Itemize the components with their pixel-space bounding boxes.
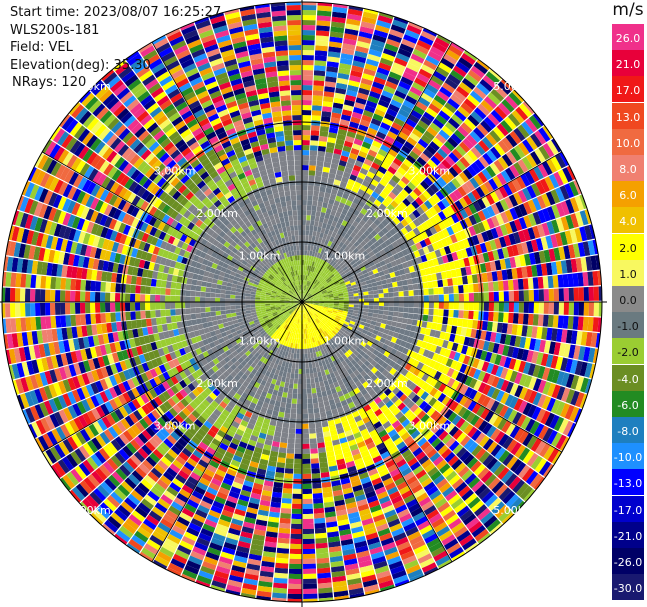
- range-label: 2.00km: [366, 377, 408, 390]
- colorbar-label: -30.0: [613, 582, 643, 596]
- azimuth-spoke: [301, 301, 563, 453]
- colorbar-swatch: [612, 76, 644, 103]
- colorbar-swatch: [612, 259, 644, 286]
- colorbar-label: 6.0: [619, 189, 637, 203]
- azimuth-spoke: [41, 151, 303, 303]
- colorbar-swatch: [612, 574, 644, 601]
- elevation: Elevation(deg): 35.30: [10, 57, 151, 73]
- colorbar-label: 1.0: [619, 267, 637, 281]
- colorbar-swatch: [612, 233, 644, 260]
- colorbar-label: 26.0: [615, 32, 641, 45]
- instrument-name: WLS200s-181: [10, 22, 100, 38]
- field-name: Field: VEL: [10, 40, 73, 55]
- colorbar-swatch: [612, 521, 644, 548]
- colorbar-swatch: [612, 181, 644, 208]
- range-label: 5.00km: [493, 80, 535, 93]
- colorbar-label: 21.0: [615, 58, 641, 72]
- range-label: 2.00km: [196, 207, 238, 220]
- colorbar-label: 2.0: [619, 241, 637, 255]
- scan-info: Start time: 2023/08/07 16:25:27 WLS200s-…: [0, 4, 240, 92]
- range-label: 1.00km: [324, 334, 366, 347]
- colorbar-label: -2.0: [617, 346, 639, 360]
- colorbar-swatch: [612, 443, 644, 470]
- colorbar-swatch: [612, 364, 644, 391]
- colorbar-swatch: [612, 548, 644, 574]
- range-label: 1.00km: [239, 250, 281, 263]
- azimuth-spoke: [151, 301, 303, 563]
- colorbar-label: -21.0: [613, 529, 643, 543]
- range-label: 2.00km: [366, 207, 408, 220]
- colorbar-label: 0.0: [619, 294, 637, 307]
- colorbar-label: -8.0: [617, 425, 639, 438]
- range-label: 1.00km: [324, 250, 366, 263]
- range-labels: 1.00km 1.00km 1.00km 1.00km 2.00km 2.00km 2.00…: [69, 80, 535, 517]
- colorbar-unit: m/s: [612, 0, 644, 20]
- velocity-field: [2, 2, 602, 602]
- range-label: 3.00km: [409, 419, 451, 432]
- colorbar-swatch: [612, 495, 644, 522]
- colorbar-label: -17.0: [613, 503, 643, 517]
- colorbar-swatch: [612, 338, 644, 365]
- colorbar-swatch: [612, 469, 644, 496]
- colorbar-swatch: [612, 155, 644, 181]
- colorbar-swatch: [612, 286, 644, 312]
- range-label: 5.00km: [493, 504, 535, 517]
- range-label: 3.00km: [154, 165, 196, 178]
- colorbar-label: -26.0: [613, 556, 643, 569]
- range-label: 5.00km: [69, 504, 111, 517]
- colorbar-label: 10.0: [615, 136, 641, 150]
- colorbar-label: -13.0: [613, 477, 643, 491]
- colorbar-label: -6.0: [617, 398, 639, 412]
- range-rings: [0, 0, 607, 607]
- range-label: 3.00km: [409, 165, 451, 178]
- colorbar-swatch: [612, 417, 644, 443]
- azimuth-spoke: [151, 41, 303, 303]
- colorbar-label: -10.0: [613, 451, 643, 465]
- colorbar-swatch: [612, 102, 644, 129]
- colorbar-label: 4.0: [619, 215, 637, 229]
- colorbar-swatch: [612, 24, 644, 50]
- azimuth-spoke: [301, 151, 563, 303]
- colorbar-label: -4.0: [617, 372, 639, 386]
- azimuth-spoke: [301, 301, 453, 563]
- colorbar-label: -1.0: [617, 320, 639, 334]
- azimuth-spoke: [301, 41, 453, 303]
- colorbar-label: 8.0: [619, 163, 637, 176]
- nrays: NRays: 120: [12, 75, 87, 90]
- colorbar-swatch: [612, 207, 644, 234]
- range-label: 5.00km: [69, 80, 111, 93]
- colorbar-swatch: [612, 390, 644, 417]
- azimuth-spoke: [41, 301, 303, 453]
- range-label: 2.00km: [196, 377, 238, 390]
- colorbar-label: 13.0: [615, 110, 641, 124]
- colorbar-swatch: [612, 128, 644, 155]
- colorbar-swatch: [612, 312, 644, 339]
- start-time: Start time: 2023/08/07 16:25:27: [10, 5, 222, 20]
- colorbar-label: 17.0: [615, 84, 641, 98]
- colorbar-swatch: [612, 50, 644, 77]
- range-label: 1.00km: [239, 334, 281, 347]
- range-label: 3.00km: [154, 419, 196, 432]
